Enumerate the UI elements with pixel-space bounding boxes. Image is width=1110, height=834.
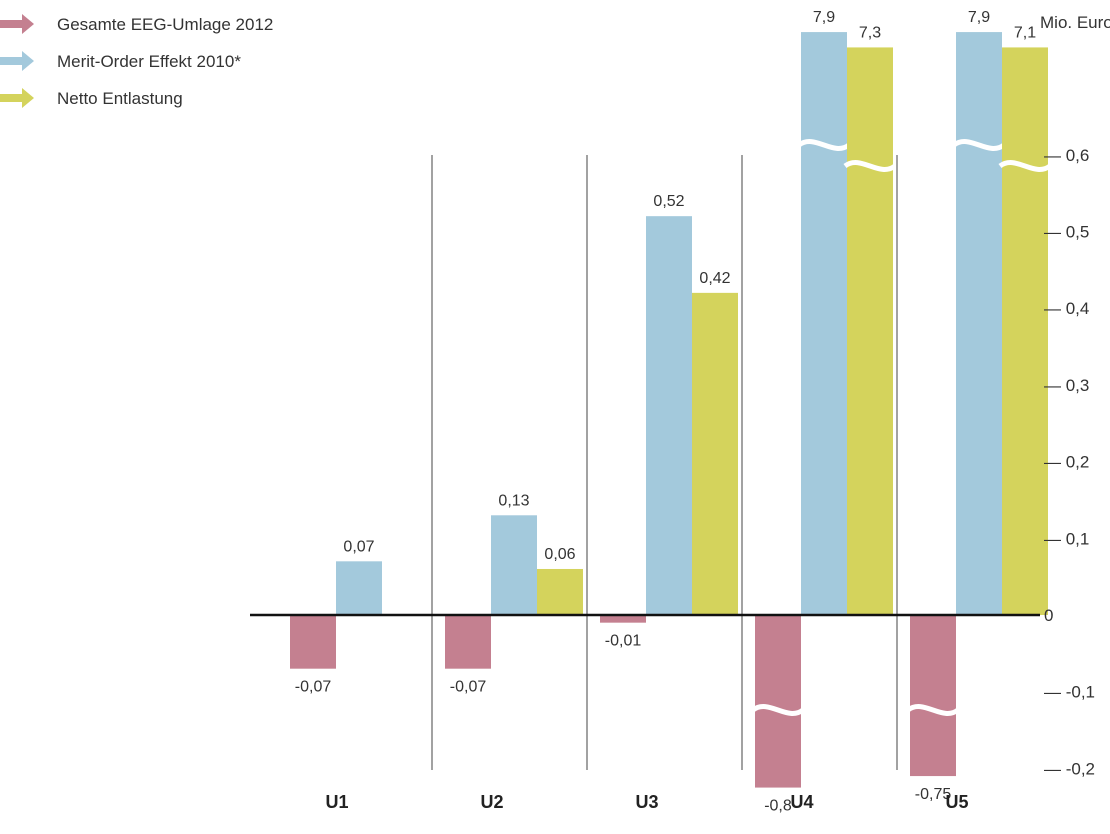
axis-break-mark [906, 704, 960, 716]
data-label: 7,9 [813, 9, 835, 26]
y-axis-ticks: — 0,6 — 0,5 — 0,4 — 0,3 — 0,2 — 0,1 0 — -0,1 — -… [1044, 146, 1095, 779]
y-tick-label: — -0,2 [1044, 759, 1095, 778]
legend-item-label: Netto Entlastung [57, 89, 183, 108]
category-label: U2 [480, 792, 503, 812]
axis-break-mark [797, 139, 851, 151]
y-tick-label: — 0,4 [1044, 299, 1089, 318]
bar-u1-series-1 [290, 615, 336, 669]
data-label: 7,9 [968, 9, 990, 26]
category-label: U3 [635, 792, 658, 812]
data-label: 0,52 [653, 193, 684, 210]
axis-break-mark [751, 704, 805, 716]
data-label: 7,3 [859, 24, 881, 41]
y-tick-label: 0 [1044, 606, 1053, 625]
category-label: U4 [790, 792, 813, 812]
bar-u2-series-3 [537, 568, 583, 615]
legend-arrow-icon [0, 14, 34, 34]
y-tick-label: — 0,1 [1044, 529, 1089, 548]
y-tick-label: — 0,2 [1044, 453, 1089, 472]
category-labels: U1 U2 U3 U4 U5 [325, 792, 968, 812]
bar-u5-series-3 [1002, 47, 1048, 616]
bars: -0,07 0,07 -0,07 0,13 0,06 -0,01 0,52 0,42 -0,8 7… [290, 9, 1052, 815]
category-label: U5 [945, 792, 968, 812]
data-label: 7,1 [1014, 24, 1036, 41]
data-label: 0,07 [343, 538, 374, 555]
data-label: -0,75 [915, 786, 952, 803]
y-tick-label: — 0,3 [1044, 376, 1089, 395]
bar-u2-series-2 [491, 515, 537, 615]
bar-u5-series-2 [956, 32, 1002, 615]
data-label: 0,42 [699, 270, 730, 287]
y-tick-label: — 0,5 [1044, 223, 1089, 242]
axis-break-mark [998, 160, 1052, 172]
legend-item-label: Merit-Order Effekt 2010* [57, 52, 241, 71]
category-label: U1 [325, 792, 348, 812]
bar-u2-series-1 [445, 615, 491, 669]
legend-arrow-icon [0, 51, 34, 71]
legend: Gesamte EEG-Umlage 2012 Merit-Order Effek… [0, 14, 273, 108]
bar-u4-series-1 [755, 615, 801, 788]
bar-u4-series-3 [847, 47, 893, 616]
data-label: -0,07 [295, 679, 332, 696]
bar-u3-series-2 [646, 216, 692, 615]
y-tick-label: — -0,1 [1044, 683, 1095, 702]
axis-break-mark [843, 160, 897, 172]
data-label: -0,8 [764, 798, 792, 815]
legend-item-label: Gesamte EEG-Umlage 2012 [57, 15, 273, 34]
unit-label: Mio. Euro [1040, 13, 1110, 32]
y-tick-label: — 0,6 [1044, 146, 1089, 165]
legend-arrow-icon [0, 88, 34, 108]
bar-u3-series-1 [600, 615, 646, 623]
bar-u1-series-2 [336, 561, 382, 615]
data-label: -0,01 [605, 633, 642, 650]
group-separators [431, 155, 898, 770]
data-label: 0,13 [498, 492, 529, 509]
data-label: -0,07 [450, 679, 487, 696]
axis-break-mark [952, 139, 1006, 151]
bar-u4-series-2 [801, 32, 847, 615]
bar-u3-series-3 [692, 292, 738, 615]
data-label: 0,06 [544, 546, 575, 563]
bar-u5-series-1 [910, 615, 956, 777]
